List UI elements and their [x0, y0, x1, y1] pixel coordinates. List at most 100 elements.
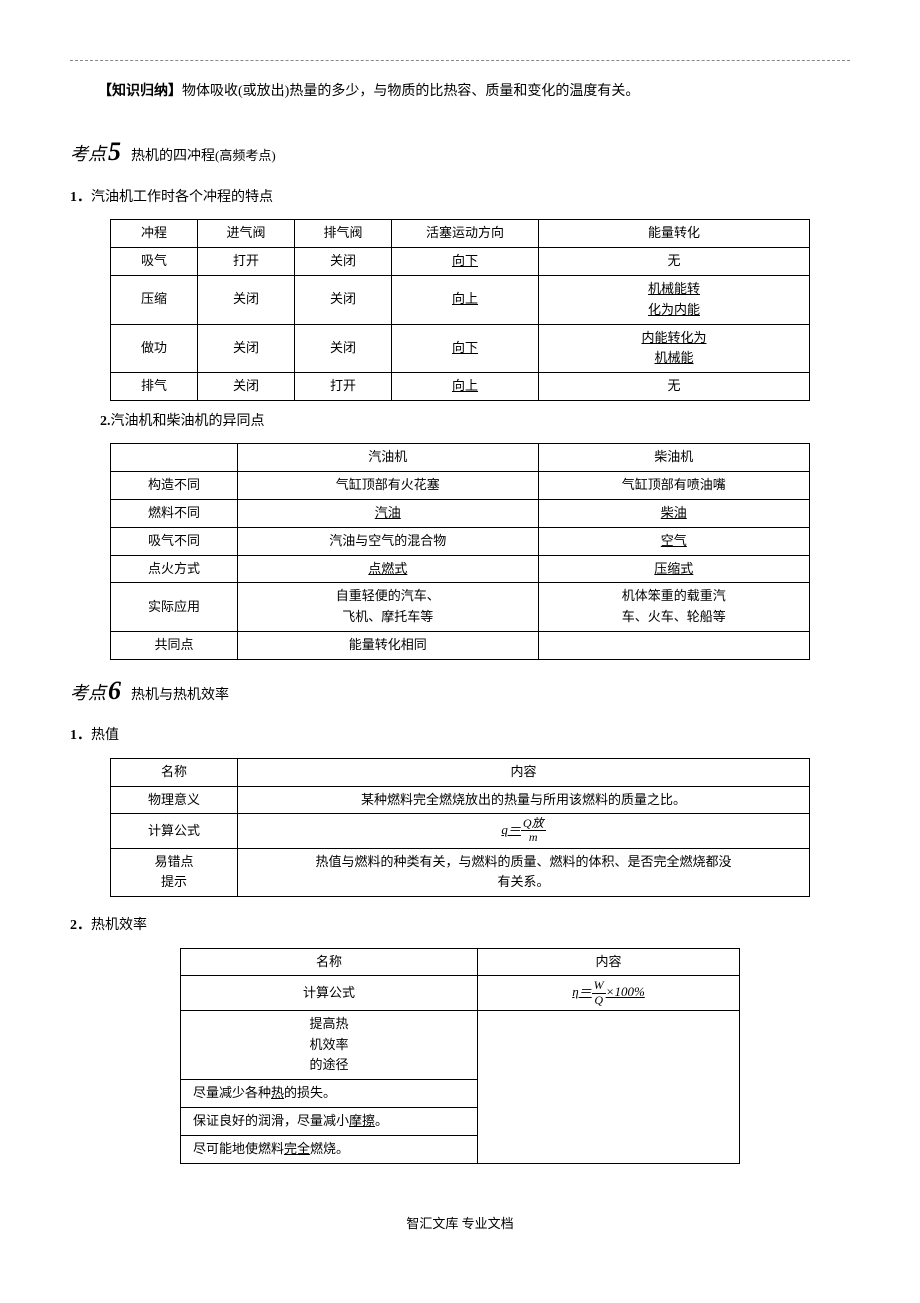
table-row: 共同点 能量转化相同: [111, 631, 810, 659]
td: 点火方式: [111, 555, 238, 583]
td: 气缸顶部有火花塞: [238, 472, 539, 500]
th: 进气阀: [198, 220, 295, 248]
th: 排气阀: [295, 220, 392, 248]
td: 保证良好的润滑，尽量减小摩擦。: [181, 1108, 478, 1136]
td: 机械能转化为内能: [539, 275, 810, 324]
td: 向上: [392, 373, 539, 401]
th: 能量转化: [539, 220, 810, 248]
section-5-num: 5: [108, 131, 121, 173]
th: 冲程: [111, 220, 198, 248]
td: 关闭: [295, 275, 392, 324]
td: 吸气不同: [111, 527, 238, 555]
td: 压缩: [111, 275, 198, 324]
table-row: 冲程 进气阀 排气阀 活塞运动方向 能量转化: [111, 220, 810, 248]
table-row: 提高热机效率的途径: [181, 1010, 740, 1079]
td: 构造不同: [111, 472, 238, 500]
table-row: 汽油机 柴油机: [111, 444, 810, 472]
th: 柴油机: [538, 444, 809, 472]
td: 关闭: [295, 324, 392, 373]
td: 燃料不同: [111, 499, 238, 527]
td: 机体笨重的载重汽车、火车、轮船等: [538, 583, 809, 632]
td: 向下: [392, 324, 539, 373]
table-row: 做功 关闭 关闭 向下 内能转化为机械能: [111, 324, 810, 373]
section-6-heading: 考点 6 热机与热机效率: [70, 670, 850, 712]
td: 点燃式: [238, 555, 539, 583]
td: η＝WQ×100%: [478, 976, 740, 1010]
table-row: 计算公式 η＝WQ×100%: [181, 976, 740, 1010]
td: 自重轻便的汽车、飞机、摩托车等: [238, 583, 539, 632]
section-6-sub2-num: 2．: [70, 918, 91, 933]
intro-text: 物体吸收(或放出)热量的多少，与物质的比热容、质量和变化的温度有关。: [182, 84, 639, 99]
td: 汽油与空气的混合物: [238, 527, 539, 555]
td: 提高热机效率的途径: [181, 1010, 478, 1079]
td: 关闭: [198, 324, 295, 373]
td: 共同点: [111, 631, 238, 659]
td: 汽油: [238, 499, 539, 527]
section-6-num: 6: [108, 670, 121, 712]
table-row: 物理意义 某种燃料完全燃烧放出的热量与所用该燃料的质量之比。: [111, 786, 810, 814]
table-row: 实际应用 自重轻便的汽车、飞机、摩托车等 机体笨重的载重汽车、火车、轮船等: [111, 583, 810, 632]
table-row: 点火方式 点燃式 压缩式: [111, 555, 810, 583]
td: 内能转化为机械能: [539, 324, 810, 373]
td: 打开: [198, 248, 295, 276]
table-row: 吸气 打开 关闭 向下 无: [111, 248, 810, 276]
td: 无: [539, 248, 810, 276]
td: 气缸顶部有喷油嘴: [538, 472, 809, 500]
th: 内容: [478, 948, 740, 976]
td: 柴油: [538, 499, 809, 527]
td: 排气: [111, 373, 198, 401]
table-gas-diesel: 汽油机 柴油机 构造不同 气缸顶部有火花塞 气缸顶部有喷油嘴 燃料不同 汽油 柴…: [110, 443, 810, 659]
section-6-title: 热机与热机效率: [131, 685, 229, 707]
td: 做功: [111, 324, 198, 373]
section-5-kao: 考点: [70, 140, 106, 169]
section-6-sub2: 2．热机效率: [70, 915, 850, 937]
table-row: 名称 内容: [111, 758, 810, 786]
td: 计算公式: [181, 976, 478, 1010]
table-heat-value: 名称 内容 物理意义 某种燃料完全燃烧放出的热量与所用该燃料的质量之比。 计算公…: [110, 758, 810, 898]
section-5-title: 热机的四冲程: [131, 146, 215, 168]
table-row: 排气 关闭 打开 向上 无: [111, 373, 810, 401]
intro-paragraph: 【知识归纳】物体吸收(或放出)热量的多少，与物质的比热容、质量和变化的温度有关。: [70, 81, 850, 103]
td: [538, 631, 809, 659]
table-row: 吸气不同 汽油与空气的混合物 空气: [111, 527, 810, 555]
table-row: 名称 内容: [181, 948, 740, 976]
td: 尽量减少各种热的损失。: [181, 1080, 478, 1108]
td: 关闭: [295, 248, 392, 276]
page-footer: 智汇文库 专业文档: [70, 1214, 850, 1235]
page-top-divider: [70, 60, 850, 61]
th: [111, 444, 238, 472]
table-row: 易错点提示 热值与燃料的种类有关，与燃料的质量、燃料的体积、是否完全燃烧都没有关…: [111, 848, 810, 897]
table-efficiency: 名称 内容 计算公式 η＝WQ×100% 提高热机效率的途径 尽量减少各种热的损…: [180, 948, 740, 1164]
section-5-note: (高频考点): [215, 146, 276, 167]
td: q＝Q放m: [238, 814, 810, 848]
td: 无: [539, 373, 810, 401]
section-6-sub1-text: 热值: [91, 728, 119, 743]
td: 热值与燃料的种类有关，与燃料的质量、燃料的体积、是否完全燃烧都没有关系。: [238, 848, 810, 897]
td: [478, 1010, 740, 1163]
table-row: 压缩 关闭 关闭 向上 机械能转化为内能: [111, 275, 810, 324]
td: 能量转化相同: [238, 631, 539, 659]
section-6-sub1-num: 1．: [70, 728, 91, 743]
td: 关闭: [198, 275, 295, 324]
section-6-sub2-text: 热机效率: [91, 918, 147, 933]
section-5-sub1: 1．汽油机工作时各个冲程的特点: [70, 187, 850, 209]
table-four-strokes: 冲程 进气阀 排气阀 活塞运动方向 能量转化 吸气 打开 关闭 向下 无 压缩 …: [110, 219, 810, 401]
td: 实际应用: [111, 583, 238, 632]
th: 活塞运动方向: [392, 220, 539, 248]
td: 压缩式: [538, 555, 809, 583]
section-5-sub2: 2.汽油机和柴油机的异同点: [100, 411, 850, 433]
td: 空气: [538, 527, 809, 555]
td: 吸气: [111, 248, 198, 276]
td: 计算公式: [111, 814, 238, 848]
th: 名称: [111, 758, 238, 786]
td: 易错点提示: [111, 848, 238, 897]
section-5-heading: 考点 5 热机的四冲程 (高频考点): [70, 131, 850, 173]
td: 物理意义: [111, 786, 238, 814]
td: 打开: [295, 373, 392, 401]
td: 关闭: [198, 373, 295, 401]
td: 向上: [392, 275, 539, 324]
td: 向下: [392, 248, 539, 276]
td: 尽可能地使燃料完全燃烧。: [181, 1135, 478, 1163]
intro-label: 【知识归纳】: [98, 84, 182, 99]
section-5-sub1-text: 汽油机工作时各个冲程的特点: [91, 190, 273, 205]
